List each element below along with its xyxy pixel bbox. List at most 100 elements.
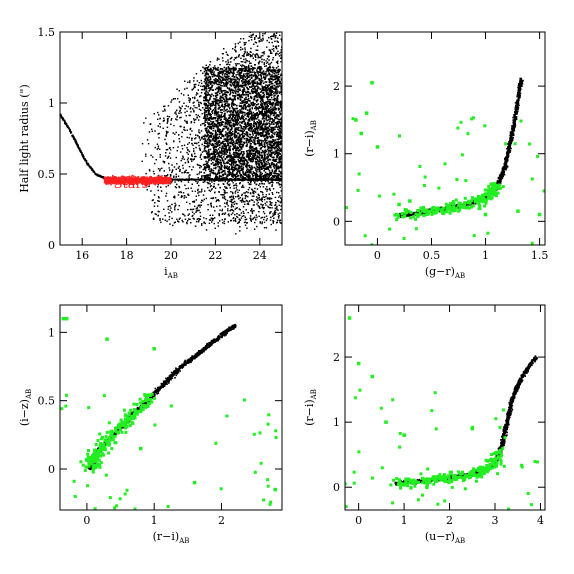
galaxy-point [200, 102, 202, 105]
galaxy-point [164, 214, 166, 217]
galaxy-point [278, 150, 281, 152]
galaxy-point [157, 205, 159, 207]
galaxy-point [246, 178, 248, 180]
galaxy-point [253, 143, 255, 145]
galaxy-point [223, 154, 226, 156]
galaxy-point [272, 25, 273, 26]
galaxy-point [214, 227, 216, 229]
galaxy-point [197, 221, 200, 223]
galaxy-point [272, 182, 274, 184]
galaxy-point [266, 139, 268, 141]
galaxy-point [278, 25, 279, 26]
galaxy-point [201, 123, 204, 125]
galaxy-point [235, 196, 237, 198]
galaxy-point [256, 180, 259, 182]
galaxy-point [223, 189, 225, 191]
galaxy-point [174, 186, 177, 188]
galaxy-point [235, 187, 237, 189]
galaxy-point [186, 87, 188, 89]
galaxy-point [177, 98, 179, 100]
galaxy-point [234, 109, 236, 111]
galaxy-point [280, 49, 282, 51]
galaxy-point [203, 168, 205, 170]
galaxy-point [181, 196, 183, 198]
galaxy-point [277, 26, 278, 27]
galaxy-point [154, 162, 156, 165]
galaxy-point [187, 172, 190, 174]
galaxy-point [259, 222, 261, 224]
galaxy-point [280, 208, 282, 211]
galaxy-point [211, 219, 213, 221]
galaxy-point [200, 79, 202, 82]
locus-point [74, 141, 77, 143]
galaxy-point [245, 41, 247, 44]
galaxy-point [280, 155, 282, 157]
galaxy-point [179, 110, 181, 112]
galaxy-point [204, 124, 206, 126]
galaxy-point [189, 174, 191, 176]
galaxy-point [271, 136, 273, 138]
galaxy-point [271, 137, 273, 139]
galaxy-point [193, 109, 195, 112]
galaxy-point [206, 143, 208, 145]
galaxy-point [254, 140, 256, 142]
galaxy-point [212, 214, 214, 216]
galaxy-point [271, 170, 274, 173]
galaxy-point [153, 205, 156, 207]
galaxy-point [241, 197, 244, 200]
galaxy-point [229, 183, 231, 185]
galaxy-point [261, 216, 264, 219]
galaxy-point [262, 80, 264, 82]
galaxy-point [274, 170, 276, 173]
galaxy-point [262, 146, 264, 148]
galaxy-point [229, 91, 232, 94]
galaxy-point [278, 200, 280, 203]
galaxy-point [235, 220, 237, 222]
galaxy-point [170, 119, 172, 121]
galaxy-point [220, 194, 222, 196]
galaxy-point [269, 63, 271, 65]
galaxy-point [267, 30, 268, 31]
galaxy-point [266, 134, 268, 136]
galaxy-point [215, 99, 217, 101]
galaxy-point [271, 48, 273, 51]
galaxy-point [248, 60, 250, 63]
galaxy-point [231, 117, 233, 119]
galaxy-point [264, 145, 267, 148]
galaxy-point [213, 206, 215, 208]
galaxy-point [200, 178, 202, 180]
galaxy-point [234, 81, 236, 83]
galaxy-point [199, 156, 201, 159]
locus-point [192, 178, 195, 181]
galaxy-point [272, 83, 274, 85]
galaxy-point [272, 213, 274, 215]
galaxy-point [193, 118, 195, 120]
galaxy-point [251, 108, 253, 110]
galaxy-point [279, 122, 281, 124]
galaxy-point [213, 157, 215, 160]
galaxy-point [260, 217, 262, 219]
galaxy-point [226, 187, 228, 189]
galaxy-point [160, 190, 163, 192]
galaxy-point [268, 207, 271, 209]
galaxy-point [243, 186, 245, 188]
galaxy-point [171, 180, 173, 182]
galaxy-point [278, 196, 280, 198]
galaxy-point [234, 46, 236, 49]
galaxy-point [141, 160, 143, 162]
galaxy-point [260, 66, 262, 68]
galaxy-point [195, 155, 197, 158]
galaxy-point [235, 76, 238, 78]
galaxy-point [219, 146, 221, 148]
galaxy-point [215, 137, 217, 139]
galaxy-point [192, 201, 194, 203]
galaxy-point [279, 69, 281, 71]
galaxy-point [200, 166, 202, 168]
galaxy-point [276, 23, 277, 24]
galaxy-point [216, 57, 219, 59]
locus-point [66, 124, 68, 127]
galaxy-point [256, 225, 258, 228]
galaxy-point [210, 189, 213, 191]
galaxy-point [243, 156, 245, 159]
galaxy-point [241, 199, 243, 202]
